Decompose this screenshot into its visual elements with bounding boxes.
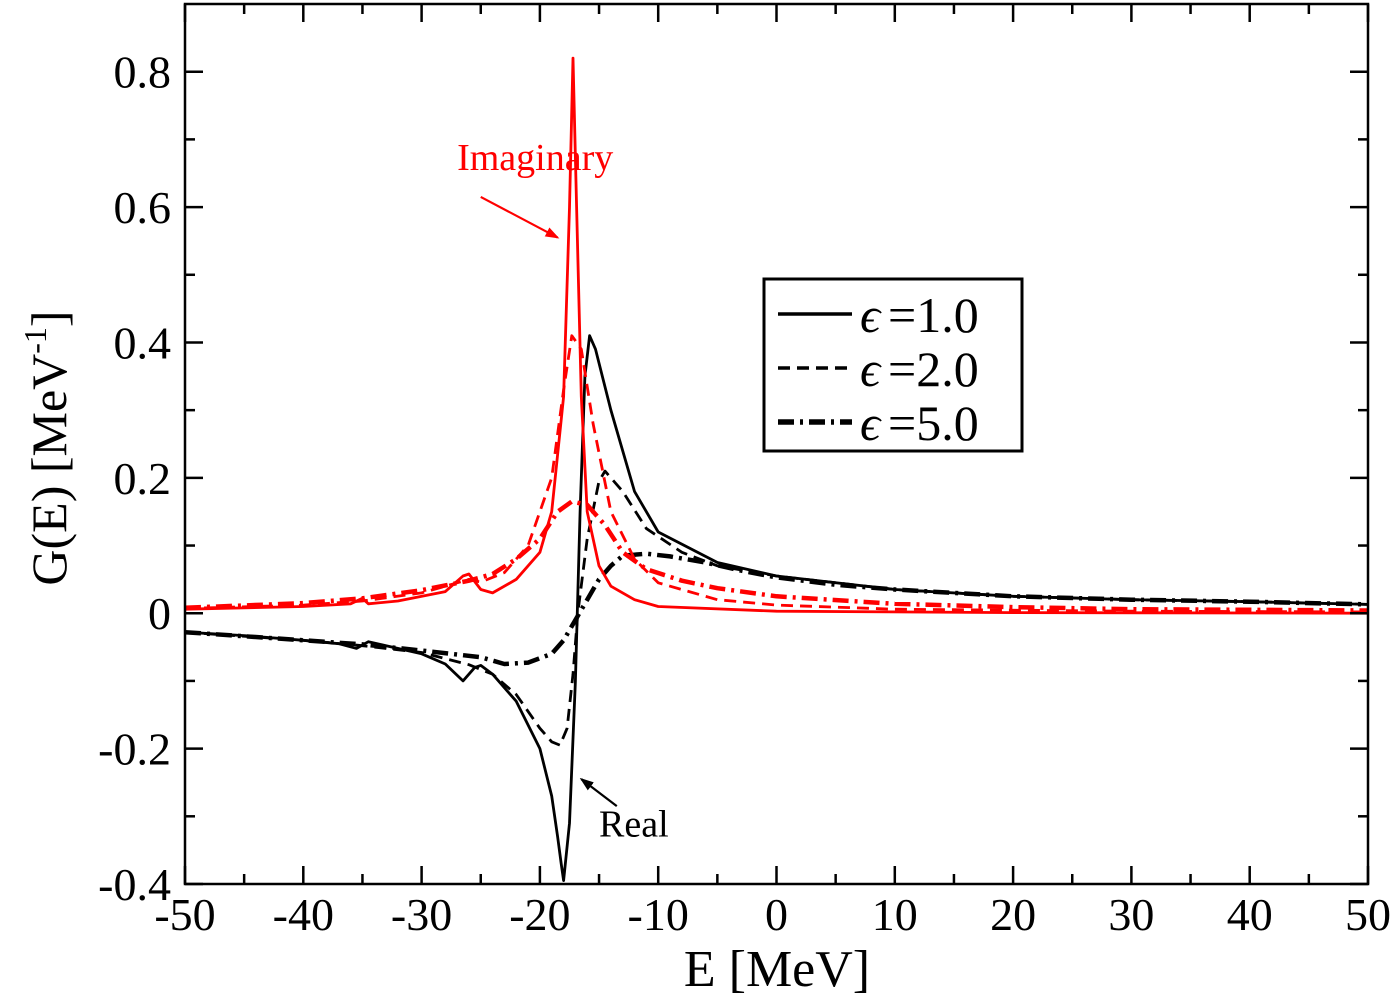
imaginary-annotation-arrow bbox=[480, 195, 560, 239]
x-tick-label: 0 bbox=[765, 889, 788, 940]
real-annotation-label: Real bbox=[599, 804, 669, 846]
x-tick-label: -40 bbox=[273, 889, 334, 940]
series-layer bbox=[184, 56, 1369, 882]
tick-label-layer: -50 -40 -30 -20 -10 0 10 20 30 40 50 -0.4 -0.2 0 0.2 0.… bbox=[98, 47, 1391, 940]
x-tick-label: -50 bbox=[154, 889, 215, 940]
y-tick-label: -0.2 bbox=[98, 724, 171, 775]
legend-label: =1.0 bbox=[888, 287, 979, 343]
x-tick-label: 10 bbox=[872, 889, 918, 940]
x-tick-label: -20 bbox=[509, 889, 570, 940]
y-tick-label: -0.4 bbox=[98, 859, 171, 910]
legend-label: =2.0 bbox=[888, 341, 979, 397]
series-line-real-dashdot bbox=[184, 551, 1369, 667]
x-tick-label: 20 bbox=[990, 889, 1036, 940]
legend: ϵ =1.0ϵ =2.0ϵ =5.0 bbox=[762, 277, 1024, 453]
series-line-imaginary-dashdot bbox=[184, 499, 1369, 613]
series-line-imaginary-solid bbox=[184, 56, 1369, 615]
x-tick-label: -10 bbox=[628, 889, 689, 940]
legend-epsilon-symbol: ϵ bbox=[860, 341, 882, 397]
y-axis-label-main: G(E) [MeV bbox=[21, 354, 77, 586]
x-axis-label: E [MeV] bbox=[684, 941, 870, 996]
legend-epsilon-symbol: ϵ bbox=[860, 395, 882, 451]
y-tick-label: 0.2 bbox=[114, 453, 172, 504]
legend-epsilon-symbol: ϵ bbox=[860, 287, 882, 343]
series-line-real-dashed bbox=[184, 469, 1369, 747]
x-tick-label: -30 bbox=[391, 889, 452, 940]
y-axis-label-suffix: ] bbox=[21, 310, 77, 327]
y-axis-label-superscript: -1 bbox=[17, 327, 53, 354]
y-tick-label: 0.6 bbox=[114, 182, 172, 233]
y-tick-label: 0 bbox=[148, 588, 171, 639]
y-axis-label: G(E) [MeV-1] bbox=[17, 310, 77, 585]
annotation-layer: Imaginary Real bbox=[457, 137, 669, 846]
x-tick-label: 50 bbox=[1345, 889, 1391, 940]
tick-layer bbox=[183, 4, 1370, 886]
x-tick-label: 40 bbox=[1227, 889, 1273, 940]
legend-box bbox=[762, 277, 1024, 453]
legend-label: =5.0 bbox=[888, 395, 979, 451]
real-annotation-arrow bbox=[579, 777, 618, 808]
imaginary-annotation-label: Imaginary bbox=[457, 137, 613, 179]
y-tick-label: 0.4 bbox=[114, 317, 172, 368]
y-tick-label: 0.8 bbox=[114, 47, 172, 98]
x-tick-label: 30 bbox=[1108, 889, 1154, 940]
